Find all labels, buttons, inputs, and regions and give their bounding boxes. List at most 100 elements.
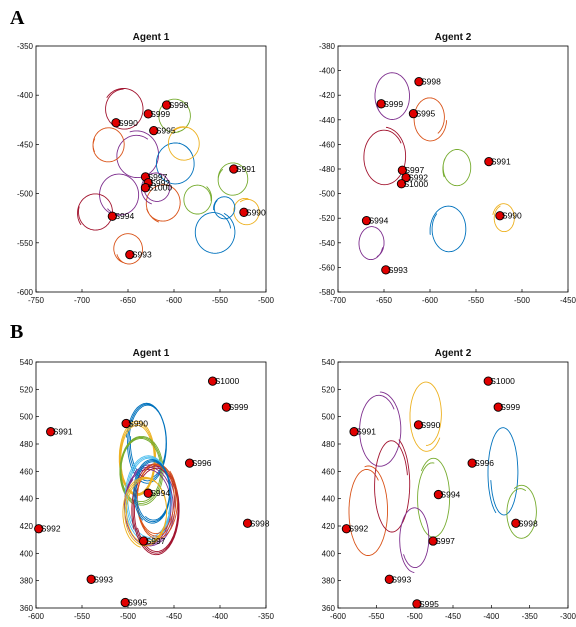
station-label: S990	[502, 211, 522, 221]
station-label: S999	[383, 99, 403, 109]
trajectory-loop	[399, 507, 430, 573]
station-point	[207, 376, 218, 386]
trajectory-loop	[122, 476, 168, 548]
station-point	[107, 211, 118, 221]
trajectory-loop	[124, 455, 173, 543]
station-label: S996	[474, 458, 494, 468]
station-label: S994	[150, 488, 170, 498]
station-point	[413, 420, 424, 430]
trajectory-loop	[99, 173, 140, 216]
station-label: S990	[128, 419, 148, 429]
x-tick-label: -500	[258, 296, 275, 305]
trajectory-loop	[359, 391, 402, 467]
station-label: S1000	[215, 376, 240, 386]
y-tick-label: 440	[20, 495, 34, 504]
chart-panel-2: Agent 2 -700 -650 -600 -550 -500 -450 -580 -560 -…	[319, 32, 576, 305]
station-point	[483, 376, 493, 386]
station-point	[143, 109, 153, 119]
station-label: S993	[388, 265, 408, 275]
y-tick-label: -600	[17, 288, 34, 297]
station-label: S990	[421, 420, 441, 430]
y-tick-label: -420	[319, 91, 336, 100]
station-label: S998	[169, 100, 189, 110]
station-label: S998	[421, 77, 441, 87]
station-point	[111, 118, 121, 128]
station-label: S999	[228, 402, 248, 412]
station-label: S998	[518, 518, 538, 528]
trajectory-loop	[213, 196, 236, 220]
chart-panel-4: Agent 2 -600 -550 -500 -450 -400 -350 -300 360 38…	[322, 348, 576, 621]
trajectory-loop	[348, 465, 388, 556]
trajectory-loop	[136, 463, 178, 540]
y-tick-label: 400	[322, 549, 336, 558]
trajectory-loop	[125, 402, 167, 484]
chart-panel-3: Agent 1 -600 -550 -500 -450 -400 -350 360 380 400…	[20, 348, 275, 621]
y-tick-label: -500	[17, 190, 34, 199]
trajectory-loop	[409, 381, 442, 452]
trajectory-loop	[363, 126, 407, 186]
plot-area	[337, 45, 569, 293]
trajectory-loop	[116, 130, 159, 179]
station-label: S991	[356, 427, 376, 437]
station-label: S993	[391, 574, 411, 584]
station-point	[484, 156, 494, 167]
trajectory-loop	[155, 142, 195, 185]
y-tick-label: 380	[20, 577, 34, 586]
y-tick-label: -350	[17, 42, 34, 51]
trajectory-loop	[167, 126, 200, 161]
trajectory-loop	[506, 484, 537, 539]
station-point	[221, 402, 232, 412]
chart-title: Agent 1	[133, 32, 170, 43]
x-tick-label: -400	[212, 612, 229, 621]
station-point	[495, 211, 505, 221]
x-tick-label: -600	[330, 612, 347, 621]
station-point	[184, 458, 195, 468]
station-label: S997	[146, 536, 166, 546]
y-tick-label: 420	[20, 522, 34, 531]
station-point	[161, 100, 172, 110]
station-point	[86, 574, 96, 584]
trajectory-loop	[374, 72, 410, 120]
y-tick-label: -440	[319, 116, 336, 125]
x-tick-label: -650	[376, 296, 393, 305]
y-tick-label: 460	[20, 467, 34, 476]
station-label: S997	[404, 165, 424, 175]
x-tick-label: -450	[445, 612, 462, 621]
station-point	[428, 536, 438, 546]
x-tick-label: -550	[212, 296, 229, 305]
y-tick-label: 460	[322, 467, 336, 476]
panel-letter-a: A	[10, 7, 25, 29]
trajectory-loop	[374, 439, 411, 533]
trajectory-loop	[358, 226, 385, 261]
station-point	[408, 109, 419, 119]
y-tick-label: -500	[319, 190, 336, 199]
station-label: S993	[93, 574, 113, 584]
y-tick-label: 380	[322, 577, 336, 586]
plot-area	[35, 361, 267, 609]
y-tick-label: 500	[322, 413, 336, 422]
trajectory-loop	[417, 457, 451, 538]
x-tick-label: -450	[560, 296, 576, 305]
station-label: S992	[150, 178, 170, 188]
station-label: S992	[408, 173, 428, 183]
station-label: S992	[41, 524, 61, 534]
station-point	[229, 164, 239, 174]
station-label: S999	[150, 109, 170, 119]
station-label: S992	[348, 524, 368, 534]
station-label: S994	[369, 216, 389, 226]
y-tick-label: -400	[17, 91, 34, 100]
x-tick-label: -350	[258, 612, 275, 621]
y-tick-label: -520	[319, 214, 336, 223]
station-label: S994	[114, 211, 134, 221]
x-tick-label: -600	[166, 296, 183, 305]
station-label: S993	[132, 250, 152, 260]
x-tick-label: -550	[468, 296, 485, 305]
trajectory-loop	[194, 212, 236, 254]
trajectory-loop	[119, 435, 164, 506]
station-label: S991	[53, 427, 73, 437]
station-point	[138, 536, 149, 546]
trajectory-loop	[140, 172, 171, 205]
station-label: S991	[491, 157, 511, 167]
station-label: S995	[419, 599, 439, 609]
